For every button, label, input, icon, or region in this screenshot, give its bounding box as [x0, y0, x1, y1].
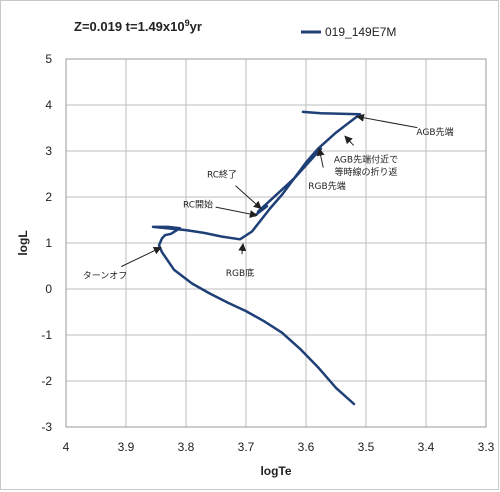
annotation-arrow-7 [121, 247, 162, 268]
y-axis-title: logL [16, 230, 30, 255]
x-tick-label-0: 4 [63, 440, 70, 454]
series-line-0 [151, 110, 362, 406]
y-tick-label-6: -1 [41, 328, 52, 342]
annotation-arrow-4 [235, 185, 262, 210]
legend: 019_149E7M [301, 25, 396, 39]
x-tick-labels: 4 3.9 3.8 3.7 3.6 3.5 3.4 3.3 [63, 440, 495, 454]
x-tick-label-3: 3.7 [238, 440, 255, 454]
x-tick-label-7: 3.3 [478, 440, 495, 454]
annotation-label-4: RC終了 [207, 169, 237, 181]
x-tick-label-5: 3.5 [358, 440, 375, 454]
chart-title-unit: yr [190, 19, 202, 34]
x-tick-label-4: 3.6 [298, 440, 315, 454]
y-tick-label-8: -3 [41, 420, 52, 434]
chart-title-main: Z=0.019 t=1.49x10 [74, 19, 185, 34]
y-tick-label-3: 2 [45, 190, 52, 204]
x-tick-label-6: 3.4 [418, 440, 435, 454]
annotation-label-0: AGB先端 [416, 126, 453, 138]
annotation-label-1: AGB先端付近で [334, 154, 398, 166]
y-tick-label-7: -2 [41, 374, 52, 388]
annotation-label-5: RC開始 [183, 199, 213, 211]
x-tick-label-1: 3.9 [118, 440, 135, 454]
annotation-arrow-3 [316, 147, 325, 168]
y-tick-labels: 5 4 3 2 1 0 -1 -2 -3 [41, 52, 52, 434]
y-tick-label-0: 5 [45, 52, 52, 66]
y-tick-label-5: 0 [45, 282, 52, 296]
annotation-arrow-5 [215, 206, 258, 218]
series-layer [151, 110, 362, 406]
annotation-label-6: RGB底 [226, 267, 254, 279]
annotation-label-7: ターンオフ [83, 270, 128, 281]
x-axis-title: logTe [260, 464, 291, 478]
gridlines [65, 58, 487, 428]
series-branch-0 [256, 147, 323, 213]
x-tick-label-2: 3.8 [178, 440, 195, 454]
annotation-label-2: 等時線の折り返 [334, 166, 397, 178]
y-tick-label-2: 3 [45, 144, 52, 158]
chart-title-exponent: 9 [185, 18, 190, 28]
y-tick-label-1: 4 [45, 98, 52, 112]
chart-title: Z=0.019 t=1.49x109yr [74, 18, 202, 34]
annotation-arrow-1 [344, 135, 354, 146]
annotation-label-3: RGB先端 [308, 180, 345, 192]
annotation-arrow-6 [238, 242, 247, 255]
legend-label: 019_149E7M [325, 25, 396, 39]
y-tick-label-4: 1 [45, 236, 52, 250]
plot-area-border [65, 58, 487, 428]
annotation-arrow-0 [356, 113, 418, 129]
